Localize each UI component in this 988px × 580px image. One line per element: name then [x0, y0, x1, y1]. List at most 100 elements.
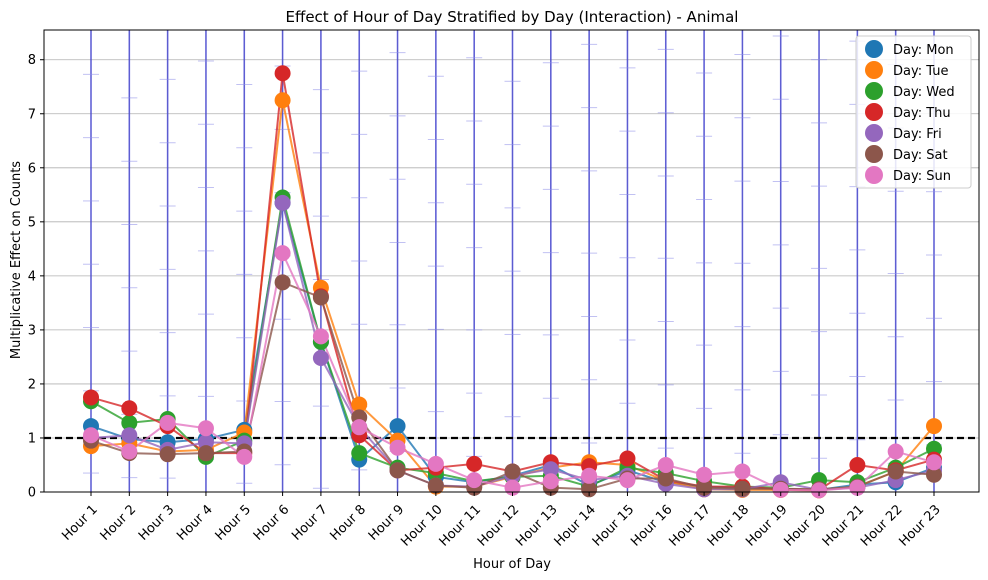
legend-marker: [865, 61, 883, 79]
data-point: [83, 427, 99, 444]
x-tick-label: Hour 6: [251, 502, 293, 544]
x-tick-label: Hour 17: [667, 502, 714, 549]
data-point: [581, 481, 598, 498]
x-tick-label: Hour 3: [136, 502, 178, 544]
data-point: [236, 448, 253, 465]
data-point: [351, 445, 368, 462]
x-tick-label: Hour 15: [590, 502, 637, 549]
data-point: [351, 396, 368, 413]
legend-label: Day: Sun: [893, 169, 951, 184]
error-bars: [83, 30, 942, 492]
data-point: [926, 418, 942, 435]
data-point: [696, 466, 713, 483]
legend-label: Day: Mon: [893, 43, 954, 58]
data-point: [197, 445, 214, 462]
data-point: [389, 462, 406, 479]
y-axis-label: Multiplicative Effect on Counts: [9, 161, 24, 359]
x-tick-label: Hour 22: [858, 502, 905, 549]
x-tick-label: Hour 13: [513, 502, 560, 549]
data-point: [542, 461, 559, 478]
data-point: [657, 456, 674, 473]
legend: Day: Mon Day: Tue Day: Wed Day: Thu Day: Fri…: [855, 35, 972, 189]
chart-title: Effect of Hour of Day Stratified by Day …: [286, 8, 739, 26]
x-tick-label: Hour 7: [289, 502, 331, 544]
x-tick-label: Hour 14: [552, 502, 599, 549]
data-point: [466, 472, 483, 489]
data-point: [772, 481, 789, 498]
data-point: [159, 414, 176, 431]
data-point: [619, 472, 636, 489]
legend-label: Day: Wed: [893, 85, 955, 100]
y-tick-label: 3: [28, 323, 36, 338]
x-tick-label: Hour 8: [328, 502, 370, 544]
x-axis-label: Hour of Day: [473, 557, 551, 572]
data-point: [121, 400, 138, 417]
grid: [44, 30, 979, 493]
y-tick-label: 1: [28, 431, 36, 446]
data-point: [83, 389, 99, 406]
data-point: [274, 245, 291, 262]
data-point: [389, 418, 406, 435]
y-tick-label: 0: [28, 486, 36, 501]
data-point: [581, 467, 598, 484]
data-point: [274, 274, 291, 291]
data-point: [121, 443, 138, 460]
legend-marker: [865, 103, 883, 121]
legend-marker: [865, 145, 883, 163]
data-point: [389, 439, 406, 456]
x-tick-label: Hour 21: [820, 502, 867, 549]
data-point: [887, 463, 904, 480]
data-point: [887, 443, 904, 460]
data-point: [466, 455, 483, 472]
legend-marker: [865, 82, 883, 100]
y-tick-label: 2: [28, 377, 36, 392]
y-tick-label: 6: [28, 161, 36, 176]
x-tick-label: Hour 10: [398, 502, 445, 549]
data-point: [926, 466, 942, 483]
x-tick-label: Hour 1: [59, 502, 101, 544]
data-point: [619, 450, 636, 467]
data-point: [734, 463, 751, 480]
x-tick-label: Hour 12: [475, 502, 522, 549]
x-tick-label: Hour 11: [437, 502, 484, 549]
x-tick-label: Hour 16: [628, 502, 675, 549]
data-point: [274, 92, 291, 109]
y-tick-label: 8: [28, 53, 36, 68]
data-point: [312, 328, 329, 345]
data-point: [159, 446, 176, 463]
x-tick-label: Hour 19: [743, 502, 790, 549]
x-tick-label: Hour 4: [174, 502, 216, 544]
data-point: [121, 427, 138, 444]
x-tick-label: Hour 20: [781, 502, 828, 549]
data-point: [504, 463, 521, 480]
data-point: [542, 473, 559, 490]
legend-label: Day: Thu: [893, 106, 951, 121]
x-tick-label: Hour 18: [705, 502, 752, 549]
x-tick-label: Hour 2: [98, 502, 140, 544]
legend-label: Day: Fri: [893, 127, 942, 142]
legend-label: Day: Sat: [893, 148, 948, 163]
data-point: [274, 194, 291, 211]
data-point: [849, 456, 866, 473]
plot-frame: [43, 29, 980, 493]
data-point: [312, 289, 329, 306]
legend-marker: [865, 124, 883, 142]
data-point: [197, 420, 214, 437]
x-tick-label: Hour 5: [213, 502, 255, 544]
y-tick-label: 4: [28, 269, 36, 284]
data-point: [427, 455, 444, 472]
data-point: [427, 477, 444, 494]
data-point: [811, 482, 828, 499]
data-point: [351, 419, 368, 436]
y-tick-label: 5: [28, 215, 36, 230]
data-point: [121, 414, 138, 431]
data-point: [657, 470, 674, 487]
legend-marker: [865, 166, 883, 184]
data-point: [926, 454, 942, 471]
x-tick-label: Hour 23: [896, 502, 943, 549]
legend-marker: [865, 40, 883, 58]
legend-label: Day: Tue: [893, 64, 948, 79]
y-tick-label: 7: [28, 107, 36, 122]
